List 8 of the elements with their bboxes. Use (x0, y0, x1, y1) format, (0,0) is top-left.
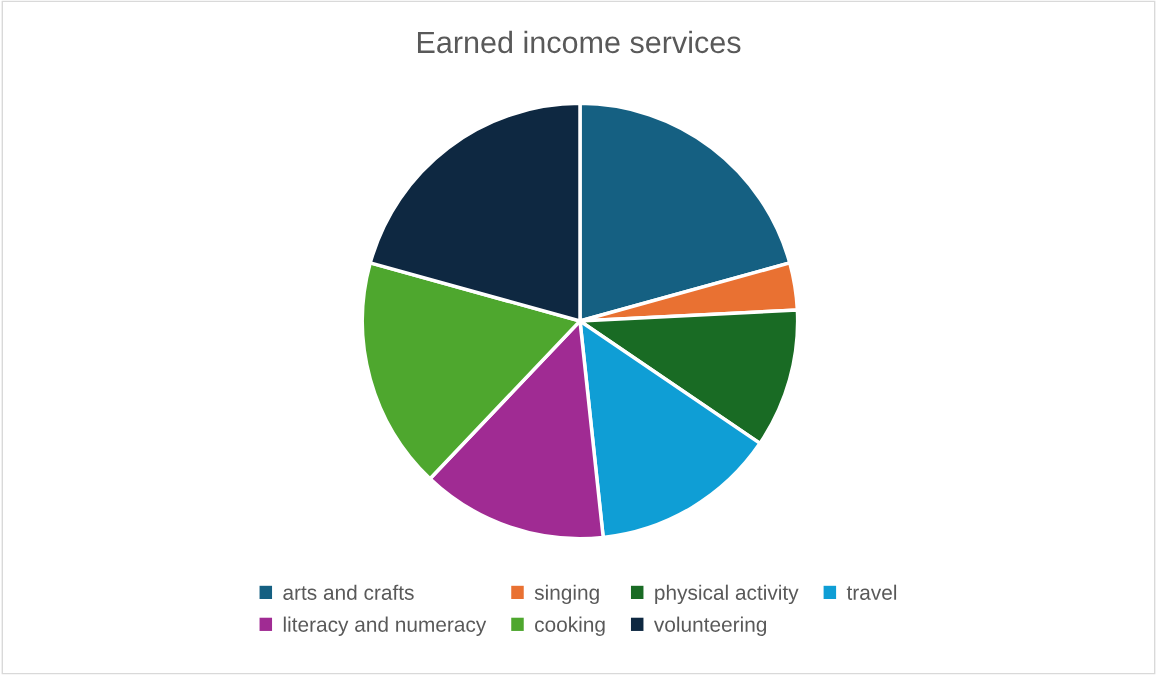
chart-title: Earned income services (417, 30, 741, 54)
legend-label: arts and crafts (283, 584, 414, 600)
legend-label: volunteering (653, 616, 767, 636)
legend-label: cooking (535, 616, 605, 636)
legend-label: travel (846, 584, 897, 600)
legend-label: literacy and numeracy (283, 616, 487, 636)
legend-label: physical activity (655, 584, 799, 605)
legend-label: singing (534, 584, 599, 605)
